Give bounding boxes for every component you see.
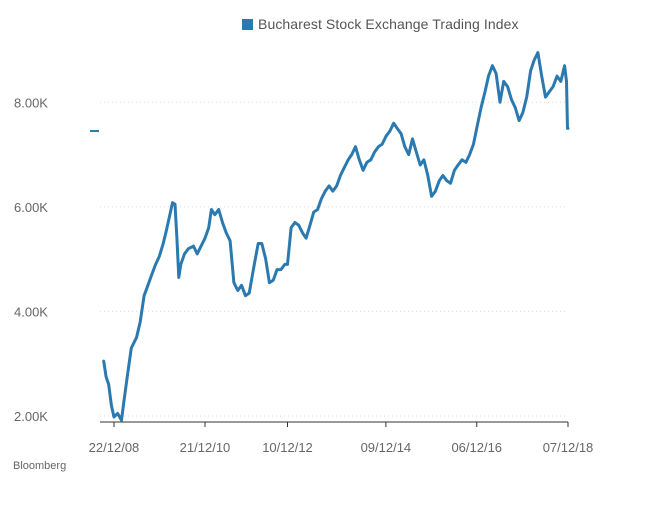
legend-swatch	[242, 18, 253, 30]
x-tick-label: 06/12/16	[451, 440, 502, 455]
y-tick-label: 8.00K	[14, 95, 48, 110]
y-tick-label: 6.00K	[14, 200, 48, 215]
x-tick-label: 09/12/14	[361, 440, 412, 455]
x-tick-label: 21/12/10	[180, 440, 231, 455]
legend: Bucharest Stock Exchange Trading Index	[242, 16, 519, 32]
y-tick-label: 2.00K	[14, 409, 48, 424]
source-label: Bloomberg	[13, 460, 67, 472]
y-tick-label: 4.00K	[14, 304, 48, 319]
legend-label: Bucharest Stock Exchange Trading Index	[258, 16, 519, 32]
x-tick-label: 10/12/12	[262, 440, 313, 455]
x-tick-label: 07/12/18	[543, 440, 594, 455]
x-tick-label: 22/12/08	[89, 440, 140, 455]
series-line	[102, 51, 570, 422]
